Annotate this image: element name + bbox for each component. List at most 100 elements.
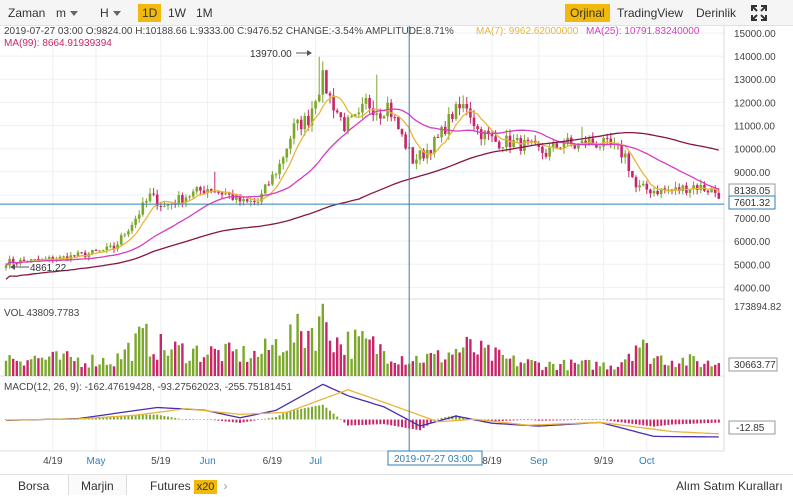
candle-body (206, 189, 209, 194)
macd-histogram-bar (505, 419, 508, 421)
candle-body (465, 104, 469, 109)
macd-histogram-bar (203, 419, 205, 420)
svg-text:8138.05: 8138.05 (734, 186, 771, 197)
macd-histogram-bar (678, 419, 681, 425)
volume-bar (379, 344, 382, 376)
macd-histogram-bar (325, 407, 328, 420)
price-chart[interactable]: 15000.00 14000.00 13000.00 12000.00 11000.00… (0, 26, 793, 474)
expand-button[interactable] (750, 4, 768, 22)
volume-bar (465, 336, 468, 376)
candle-body (267, 184, 271, 186)
macd-histogram-bar (660, 419, 663, 426)
candle-body (631, 171, 634, 178)
volume-bar (224, 343, 227, 376)
volume-bar (526, 359, 530, 376)
volume-bar (674, 367, 677, 376)
moving-average-lines (5, 95, 720, 280)
macd-histogram-bar (509, 419, 511, 421)
low-marker-arrow-icon (10, 264, 29, 270)
macd-histogram-bar (127, 415, 130, 420)
macd-histogram-bar (379, 419, 382, 425)
candle-body (454, 104, 458, 119)
volume-bar (645, 343, 648, 376)
volume-bar (678, 363, 681, 376)
tab-marjin[interactable]: Marjin (68, 475, 127, 495)
candle-body (101, 250, 105, 252)
macd-histogram-bar (541, 419, 544, 421)
svg-text:30663.77: 30663.77 (734, 360, 776, 371)
volume-bar (710, 366, 713, 376)
candle-body (361, 103, 364, 113)
volume-bar (339, 344, 342, 376)
macd-histogram-bar (649, 419, 652, 427)
current-price-badge: 8138.05 (728, 183, 776, 198)
macd-histogram-bar (570, 419, 573, 421)
candle-body (332, 95, 335, 111)
candle-body (580, 140, 584, 144)
volume-bar (134, 333, 137, 376)
volume-bar (634, 345, 638, 376)
volume-bar (202, 357, 206, 376)
macd-histogram-bar (368, 419, 371, 425)
tab-futures[interactable]: Futures x20 › (150, 475, 227, 495)
macd-histogram-bar (109, 416, 112, 420)
macd-histogram-bar (555, 419, 558, 421)
volume-bar (246, 361, 249, 376)
macd-histogram-bar (336, 416, 339, 420)
volume-bar (566, 370, 569, 376)
view-depth-button[interactable]: Derinlik (696, 6, 737, 20)
volume-bar (505, 358, 508, 376)
volume-axis-max: 173894.82 (734, 302, 782, 313)
candle-body (368, 97, 371, 109)
tab-borsa[interactable]: Borsa (18, 479, 50, 493)
candle-body (469, 108, 472, 118)
volume-bar (642, 339, 645, 376)
macd-histogram-bar (419, 419, 421, 431)
candle-body (159, 205, 163, 207)
macd-histogram-bar (545, 419, 547, 421)
candle-body (397, 117, 400, 130)
volume-bar (577, 364, 580, 376)
candle-body (105, 246, 109, 251)
candle-body (98, 250, 101, 252)
macd-histogram-bar (264, 418, 267, 420)
candle-body (296, 119, 299, 124)
macd-histogram-bar (105, 416, 108, 420)
volume-bar (314, 350, 317, 376)
candle-body (33, 259, 37, 261)
volume-bar (670, 360, 674, 376)
minute-dropdown[interactable]: m (56, 3, 78, 23)
macd-histogram-bar (231, 419, 234, 423)
interval-1w-button[interactable]: 1W (168, 6, 186, 20)
candle-body (292, 123, 296, 139)
time-label: Zaman (8, 6, 46, 20)
volume-bar (595, 361, 598, 376)
volume-bar (253, 350, 256, 376)
interval-1d-button[interactable]: 1D (138, 4, 162, 22)
macd-histogram-bar (188, 419, 191, 421)
volume-bar (166, 355, 170, 376)
volume-bar (717, 363, 720, 376)
volume-bar (490, 360, 494, 376)
volume-bar (462, 347, 465, 376)
volume-bar (44, 359, 47, 376)
macd-histogram-bar (163, 415, 166, 420)
macd-histogram-bar (271, 417, 274, 420)
macd-histogram-bar (152, 414, 155, 420)
volume-bar (364, 338, 368, 376)
volume-bar (188, 360, 191, 376)
macd-histogram-bar (185, 419, 187, 421)
volume-bar (382, 351, 386, 376)
volume-bar (552, 363, 555, 376)
interval-1m-button[interactable]: 1M (196, 6, 213, 20)
view-original-button[interactable]: Orjinal (565, 4, 610, 22)
macd-histogram-bar (293, 410, 295, 420)
volume-bar (501, 354, 504, 376)
volume-bar (127, 342, 130, 376)
volume-bar (62, 353, 65, 376)
trading-rules-link[interactable]: Alım Satım Kuralları (676, 479, 783, 493)
view-tradingview-button[interactable]: TradingView (617, 6, 684, 20)
hour-dropdown-label: H (100, 6, 109, 20)
volume-bar (15, 360, 18, 376)
hour-dropdown[interactable]: H (100, 3, 121, 23)
